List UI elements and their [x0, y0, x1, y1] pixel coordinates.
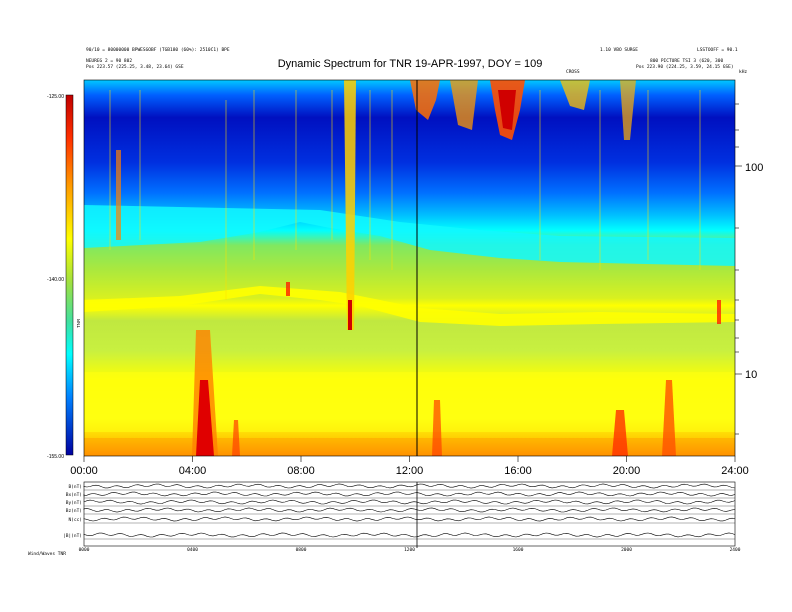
bottom-panel-label: |B|(nT) [63, 533, 82, 539]
bottom-x-tick-label: 1600 [513, 547, 524, 553]
header-right-line1: 1.10 VBO SURGE [600, 48, 638, 53]
cyan-band [84, 205, 735, 266]
chart-title: Dynamic Spectrum for TNR 19-APR-1997, DO… [277, 58, 543, 70]
x-tick-label: 20:00 [613, 465, 641, 477]
colorbar-label: TNR [76, 318, 81, 328]
vertical-streaks [109, 90, 701, 300]
footer-label: Wind/Waves TNR [28, 552, 66, 557]
header-right-line2: 800 PICTURE TSI 3 (620, 300 [650, 59, 724, 64]
bottom-panel-label: By(nT) [66, 500, 82, 506]
cross-marker: CROSS [566, 70, 580, 75]
bottom-panel-trace [83, 507, 736, 513]
y-tick-label-10: 10 [745, 369, 757, 381]
colorbar-tick-top: -125.00 [47, 94, 64, 100]
bottom-x-tick-label: 0800 [296, 547, 307, 553]
y-axis-right [735, 103, 742, 435]
colorbar-tick-bottom: -155.00 [47, 454, 64, 460]
x-tick-label: 08:00 [287, 465, 315, 477]
yellow-band [84, 286, 735, 326]
x-tick-label: 16:00 [504, 465, 532, 477]
unit-label: kHz [739, 70, 748, 75]
header-far-right: LSSTOOFF = 90.1 [697, 48, 738, 53]
x-tick-label: 04:00 [179, 465, 207, 477]
orange-floor [84, 438, 735, 456]
bottom-panel-trace [83, 483, 736, 489]
bottom-x-tick-label: 1200 [404, 547, 415, 553]
bottom-panel-label: Bz(nT) [66, 508, 82, 514]
bottom-panels: B(nT) Bx(nT) By(nT) Bz(nT) N(cc) |B|(nT) 0000 0… [63, 481, 741, 553]
bottom-x-tick-label: 2400 [730, 547, 741, 553]
bottom-panel-trace [83, 516, 736, 522]
x-tick-label: 00:00 [70, 465, 98, 477]
bottom-x-tick-label: 2000 [621, 547, 632, 553]
header-left-line3: Pos 223.57 (225.25, 3.48, 23.64) GSE [86, 65, 184, 70]
bottom-panel-label: N(cc) [68, 517, 82, 523]
colorbar [65, 94, 74, 456]
bottom-x-tick-label: 0000 [79, 547, 90, 553]
bottom-panel-label: Bx(nT) [66, 492, 82, 498]
bottom-panel-label: B(nT) [68, 484, 82, 490]
header-left-line1: 90/10 = 80000000 BPWESGOBF (TGB180 (60%)… [86, 48, 230, 53]
bottom-x-tick-label: 0400 [187, 547, 198, 553]
colorbar-tick-mid: -140.00 [47, 277, 64, 283]
header-right-line3: Pos 223.90 (224.25, 3.59, 24.15 GSE) [636, 65, 734, 70]
bottom-panel-trace [83, 532, 736, 538]
bottom-panel-trace [83, 491, 736, 497]
x-tick-label: 12:00 [396, 465, 424, 477]
bottom-panel-trace [83, 499, 736, 505]
header-left-line2: NEUREG 2 = 90 802 [86, 59, 133, 64]
x-axis: 00:00 04:00 08:00 12:00 16:00 20:00 24:00 [70, 456, 749, 477]
x-tick-label: 24:00 [721, 465, 749, 477]
low-yellow-band [84, 372, 735, 432]
spectrogram-plot [83, 79, 736, 457]
y-tick-label-100: 100 [745, 162, 763, 174]
